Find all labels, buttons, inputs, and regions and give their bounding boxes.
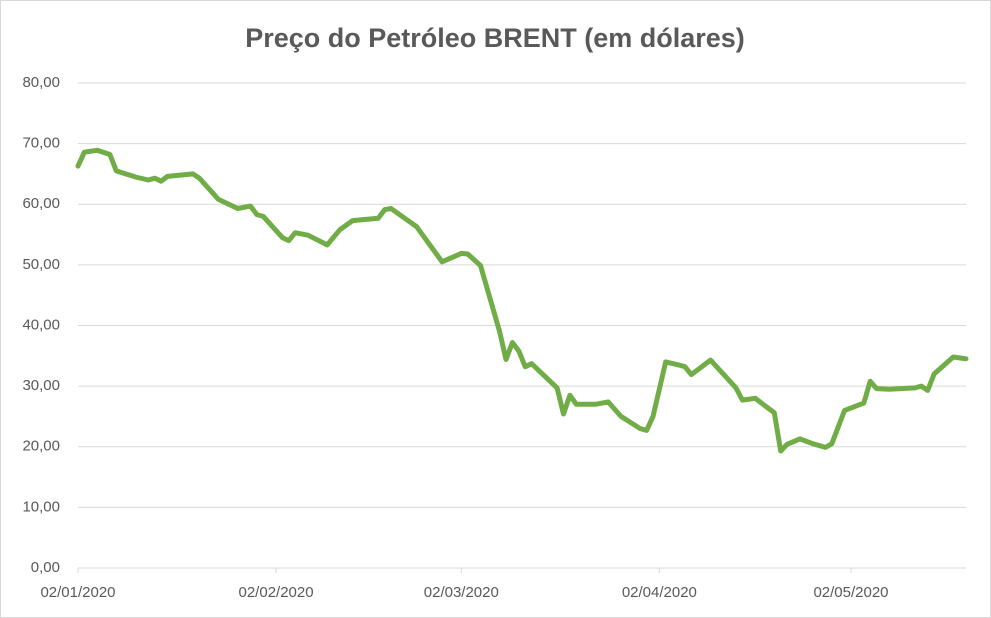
- y-tick-label: 0,00: [31, 559, 60, 576]
- chart-title: Preço do Petróleo BRENT (em dólares): [245, 23, 745, 53]
- y-tick-label: 40,00: [22, 316, 60, 333]
- y-tick-label: 20,00: [22, 438, 60, 455]
- y-tick-label: 60,00: [22, 195, 60, 212]
- y-tick-label: 50,00: [22, 256, 60, 273]
- data-line: [75, 147, 969, 454]
- y-tick-label: 10,00: [22, 498, 60, 515]
- y-tick-label: 30,00: [22, 377, 60, 394]
- x-tick-label: 02/01/2020: [40, 584, 115, 601]
- x-tick-label: 02/05/2020: [813, 584, 888, 601]
- y-tick-label: 80,00: [22, 74, 60, 91]
- x-tick-label: 02/02/2020: [239, 584, 314, 601]
- x-tick-label: 02/04/2020: [622, 584, 697, 601]
- x-tick-label: 02/03/2020: [424, 584, 499, 601]
- y-tick-label: 70,00: [22, 135, 60, 152]
